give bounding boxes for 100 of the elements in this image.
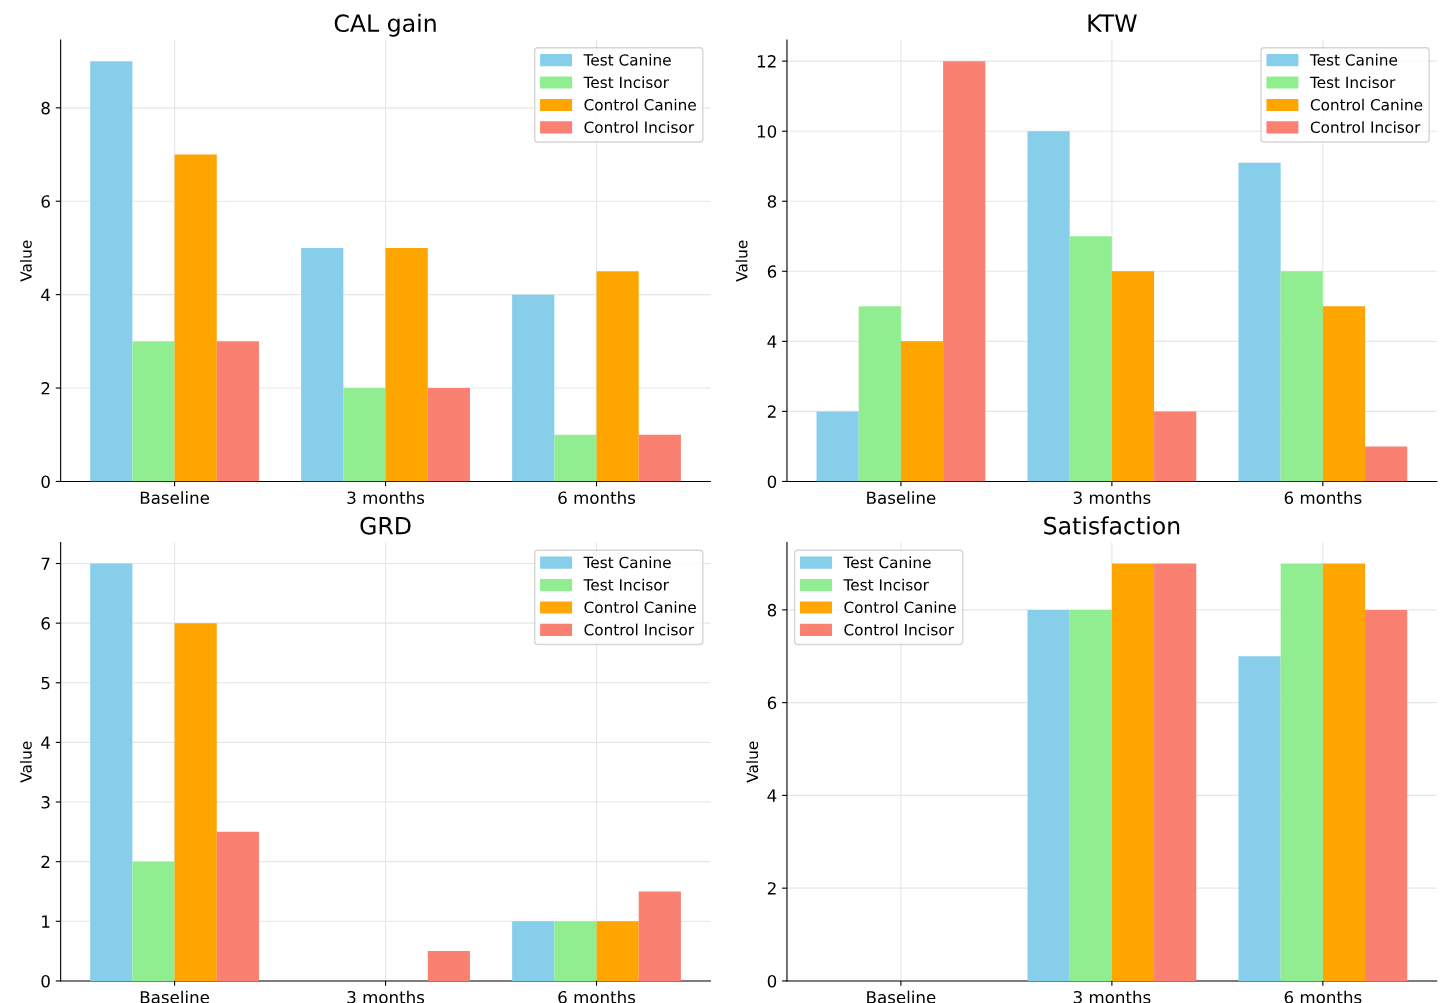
bar bbox=[174, 623, 217, 981]
bar bbox=[1111, 271, 1155, 482]
bar bbox=[858, 306, 901, 482]
bar bbox=[638, 434, 681, 482]
y-tick-label: 6 bbox=[767, 265, 777, 278]
bar bbox=[174, 154, 217, 482]
bar bbox=[90, 61, 133, 482]
legend-label: Test Canine bbox=[843, 556, 931, 569]
legend-label: Control Incisor bbox=[1310, 121, 1421, 133]
bar bbox=[216, 831, 259, 981]
bar bbox=[554, 434, 597, 482]
x-tick-label: 3 months bbox=[1073, 990, 1151, 1003]
bar bbox=[638, 891, 681, 981]
bar bbox=[301, 247, 344, 482]
bar bbox=[512, 294, 555, 482]
y-tick-label: 10 bbox=[757, 125, 777, 138]
legend-label: Test Incisor bbox=[843, 578, 929, 591]
bar bbox=[1027, 131, 1070, 482]
y-axis-title: Value bbox=[746, 741, 759, 783]
legend-label: Test Incisor bbox=[1309, 76, 1396, 89]
bar bbox=[596, 921, 639, 981]
y-axis-title: Value bbox=[735, 240, 748, 282]
bar bbox=[1111, 563, 1155, 981]
y-tick-label: 12 bbox=[757, 55, 776, 68]
legend-label: Test Canine bbox=[583, 556, 671, 569]
bar bbox=[1069, 609, 1112, 981]
bar bbox=[1365, 609, 1408, 981]
bar bbox=[512, 921, 555, 981]
y-tick-label: 4 bbox=[767, 789, 777, 802]
x-tick-label: 6 months bbox=[558, 491, 636, 505]
bar bbox=[1280, 271, 1323, 482]
legend-label: Test Canine bbox=[583, 53, 671, 66]
chart-title: Satisfaction bbox=[1044, 516, 1180, 535]
y-tick-label: 5 bbox=[41, 676, 50, 690]
legend-label: Test Incisor bbox=[583, 578, 669, 591]
legend-label: Control Canine bbox=[584, 98, 696, 111]
bar bbox=[427, 951, 470, 981]
chart-title: CAL gain bbox=[334, 13, 436, 37]
chart-title: GRD bbox=[360, 516, 411, 535]
y-tick-label: 8 bbox=[767, 195, 777, 208]
legend-label: Control Canine bbox=[584, 601, 696, 614]
y-tick-label: 4 bbox=[41, 736, 50, 749]
y-tick-label: 0 bbox=[41, 974, 50, 988]
y-tick-label: 2 bbox=[41, 382, 50, 395]
y-tick-label: 2 bbox=[41, 855, 50, 868]
legend-label: Control Incisor bbox=[584, 121, 695, 133]
y-axis-title: Value bbox=[19, 741, 32, 783]
bar bbox=[1280, 563, 1323, 981]
x-tick-label: 3 months bbox=[347, 491, 425, 505]
x-tick-label: Baseline bbox=[867, 491, 936, 505]
bar bbox=[1027, 609, 1070, 981]
y-tick-label: 8 bbox=[41, 101, 50, 115]
y-tick-label: 7 bbox=[41, 557, 50, 570]
y-axis-title: Value bbox=[19, 240, 32, 282]
x-tick-label: 6 months bbox=[558, 990, 636, 1003]
legend-label: Control Incisor bbox=[844, 623, 954, 636]
chart-title: KTW bbox=[1088, 14, 1137, 32]
x-tick-label: Baseline bbox=[140, 491, 210, 505]
y-tick-label: 2 bbox=[767, 405, 776, 418]
y-tick-label: 8 bbox=[767, 603, 777, 617]
x-tick-label: 6 months bbox=[1284, 491, 1362, 505]
bar bbox=[132, 861, 175, 981]
y-tick-label: 1 bbox=[42, 915, 50, 928]
bar bbox=[900, 341, 944, 482]
legend-label: Test Incisor bbox=[583, 76, 669, 89]
bar bbox=[1322, 306, 1366, 482]
bar bbox=[1154, 411, 1197, 482]
x-tick-label: 3 months bbox=[1073, 491, 1151, 505]
bar bbox=[1238, 656, 1281, 981]
bar bbox=[816, 411, 859, 482]
y-tick-label: 4 bbox=[41, 288, 50, 301]
bar bbox=[343, 388, 386, 482]
y-tick-label: 0 bbox=[41, 475, 50, 489]
bar bbox=[1365, 446, 1408, 482]
y-tick-label: 0 bbox=[767, 475, 777, 489]
y-tick-label: 3 bbox=[41, 795, 50, 809]
legend-label: Test Canine bbox=[1309, 53, 1398, 66]
bar bbox=[427, 388, 470, 482]
bar bbox=[1238, 162, 1281, 482]
bar bbox=[596, 271, 639, 482]
bar bbox=[554, 921, 597, 981]
bar bbox=[385, 247, 428, 482]
x-tick-label: 3 months bbox=[347, 990, 425, 1003]
bar bbox=[1154, 563, 1197, 981]
bar bbox=[943, 61, 986, 482]
x-tick-label: Baseline bbox=[140, 990, 210, 1003]
x-tick-label: Baseline bbox=[867, 990, 936, 1003]
y-tick-label: 6 bbox=[41, 195, 50, 208]
bar bbox=[1069, 236, 1112, 482]
y-tick-label: 2 bbox=[767, 882, 776, 895]
bar bbox=[216, 341, 259, 482]
bar bbox=[132, 341, 175, 482]
bar bbox=[1322, 563, 1366, 981]
y-tick-label: 6 bbox=[41, 617, 50, 630]
legend-label: Control Canine bbox=[844, 601, 956, 614]
y-tick-label: 6 bbox=[767, 696, 777, 710]
y-tick-label: 0 bbox=[767, 974, 777, 988]
bar bbox=[90, 563, 133, 981]
y-tick-label: 4 bbox=[767, 335, 777, 348]
legend-label: Control Incisor bbox=[584, 623, 695, 636]
